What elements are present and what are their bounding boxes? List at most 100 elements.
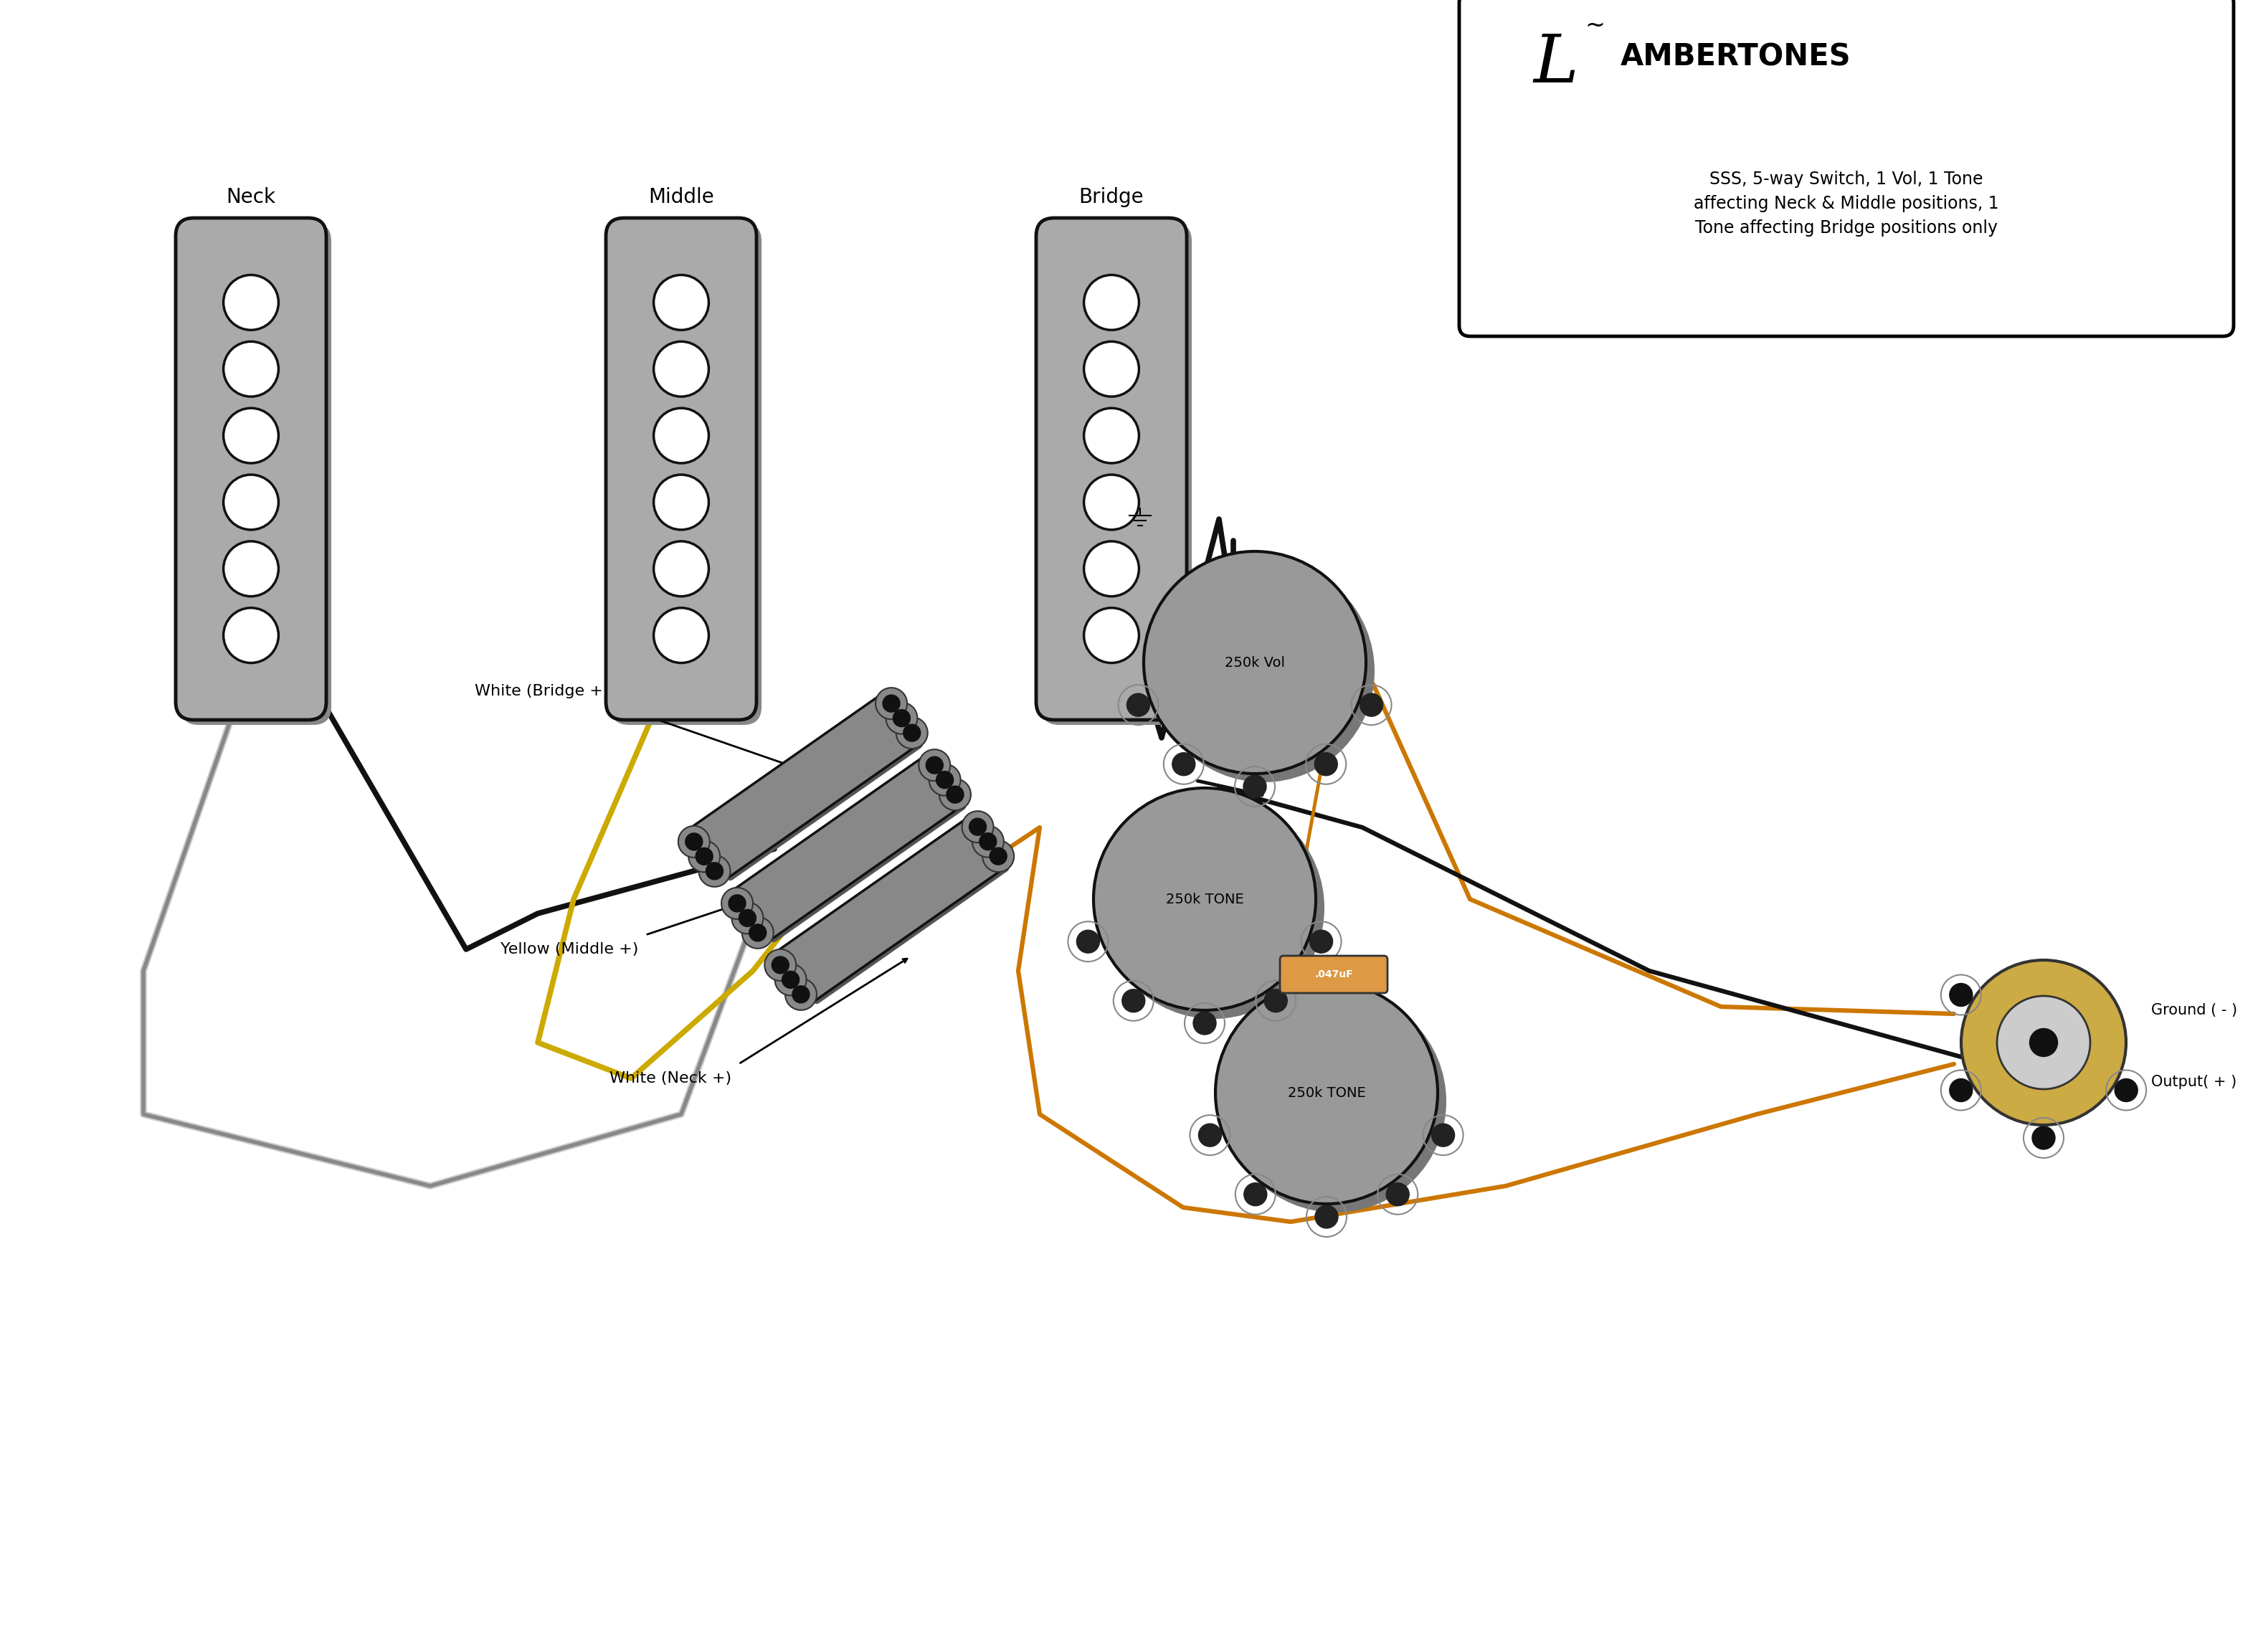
Circle shape — [2116, 1079, 2138, 1102]
FancyBboxPatch shape — [781, 819, 1009, 1004]
Circle shape — [1172, 753, 1194, 775]
Circle shape — [1199, 1123, 1222, 1146]
Circle shape — [1084, 542, 1138, 596]
Circle shape — [695, 847, 714, 866]
Text: AMBERTONES: AMBERTONES — [1621, 43, 1852, 73]
Circle shape — [939, 778, 971, 811]
Circle shape — [903, 724, 921, 742]
Text: Solder to ground: Solder to ground — [1097, 494, 1181, 504]
Circle shape — [1215, 981, 1438, 1204]
Text: White (Neck +): White (Neck +) — [610, 1070, 732, 1085]
FancyBboxPatch shape — [1459, 0, 2233, 337]
Circle shape — [1359, 694, 1382, 717]
Circle shape — [720, 887, 752, 919]
Circle shape — [1264, 990, 1287, 1013]
FancyBboxPatch shape — [612, 223, 761, 725]
Text: Middle: Middle — [648, 187, 714, 206]
Text: Ground ( - ): Ground ( - ) — [2152, 1003, 2238, 1018]
Circle shape — [738, 910, 756, 927]
Circle shape — [1152, 560, 1375, 783]
Circle shape — [1145, 552, 1366, 773]
Circle shape — [224, 474, 278, 530]
Circle shape — [946, 786, 964, 803]
Circle shape — [653, 474, 709, 530]
FancyBboxPatch shape — [774, 818, 1003, 1003]
Circle shape — [962, 811, 994, 843]
Circle shape — [937, 771, 953, 788]
Circle shape — [653, 274, 709, 330]
Text: White (Bridge +): White (Bridge +) — [474, 684, 610, 699]
Circle shape — [653, 542, 709, 596]
FancyBboxPatch shape — [176, 218, 325, 720]
Circle shape — [1093, 788, 1316, 1011]
Circle shape — [1432, 1123, 1454, 1146]
Circle shape — [876, 687, 908, 719]
Circle shape — [765, 950, 797, 981]
Circle shape — [2032, 1127, 2055, 1150]
Circle shape — [969, 818, 987, 836]
Circle shape — [224, 408, 278, 463]
Circle shape — [1084, 274, 1138, 330]
Text: ∼: ∼ — [1585, 13, 1605, 38]
Text: Bridge: Bridge — [1079, 187, 1145, 206]
Circle shape — [1949, 1079, 1973, 1102]
Circle shape — [926, 757, 944, 773]
FancyBboxPatch shape — [1041, 223, 1192, 725]
Circle shape — [786, 978, 817, 1009]
Circle shape — [1122, 990, 1145, 1013]
Circle shape — [896, 717, 928, 748]
Circle shape — [1224, 990, 1447, 1213]
Circle shape — [729, 895, 745, 912]
Circle shape — [1244, 1183, 1267, 1206]
Circle shape — [1084, 342, 1138, 396]
Circle shape — [677, 826, 709, 857]
Circle shape — [1102, 796, 1325, 1019]
Circle shape — [224, 274, 278, 330]
Circle shape — [973, 826, 1005, 857]
Circle shape — [883, 695, 901, 712]
Circle shape — [689, 841, 720, 872]
Circle shape — [1244, 775, 1267, 798]
Circle shape — [707, 862, 723, 879]
FancyBboxPatch shape — [738, 758, 966, 942]
Circle shape — [1996, 996, 2091, 1089]
Circle shape — [698, 856, 729, 887]
Circle shape — [928, 765, 960, 796]
Circle shape — [224, 542, 278, 596]
Text: Output( + ): Output( + ) — [2152, 1075, 2238, 1089]
Circle shape — [793, 986, 811, 1003]
Text: .047uF: .047uF — [1314, 970, 1353, 980]
Text: Neck: Neck — [226, 187, 275, 206]
Circle shape — [919, 750, 951, 781]
Circle shape — [224, 342, 278, 396]
Circle shape — [781, 971, 799, 988]
Circle shape — [892, 710, 910, 727]
Circle shape — [750, 923, 765, 942]
Circle shape — [772, 957, 788, 973]
Circle shape — [1127, 694, 1149, 717]
Circle shape — [653, 342, 709, 396]
Circle shape — [224, 608, 278, 662]
Circle shape — [774, 963, 806, 996]
Circle shape — [1084, 608, 1138, 662]
Circle shape — [1949, 983, 1973, 1006]
Circle shape — [1962, 960, 2127, 1125]
FancyBboxPatch shape — [732, 757, 960, 942]
Circle shape — [1084, 408, 1138, 463]
Text: Yellow (Middle +): Yellow (Middle +) — [501, 942, 639, 957]
Circle shape — [2030, 1029, 2057, 1057]
Text: SSS, 5-way Switch, 1 Vol, 1 Tone
affecting Neck & Middle positions, 1
Tone affec: SSS, 5-way Switch, 1 Vol, 1 Tone affecti… — [1693, 172, 1998, 236]
Circle shape — [653, 608, 709, 662]
Text: 250k Vol: 250k Vol — [1224, 656, 1285, 669]
FancyBboxPatch shape — [1036, 218, 1188, 720]
Circle shape — [1310, 930, 1332, 953]
Text: 250k TONE: 250k TONE — [1287, 1085, 1366, 1100]
Circle shape — [1192, 1011, 1217, 1034]
Circle shape — [732, 902, 763, 933]
Circle shape — [1386, 1183, 1409, 1206]
Circle shape — [1314, 753, 1337, 775]
Text: L: L — [1533, 31, 1578, 96]
Circle shape — [989, 847, 1007, 864]
Circle shape — [1314, 1206, 1339, 1227]
Circle shape — [743, 917, 774, 948]
